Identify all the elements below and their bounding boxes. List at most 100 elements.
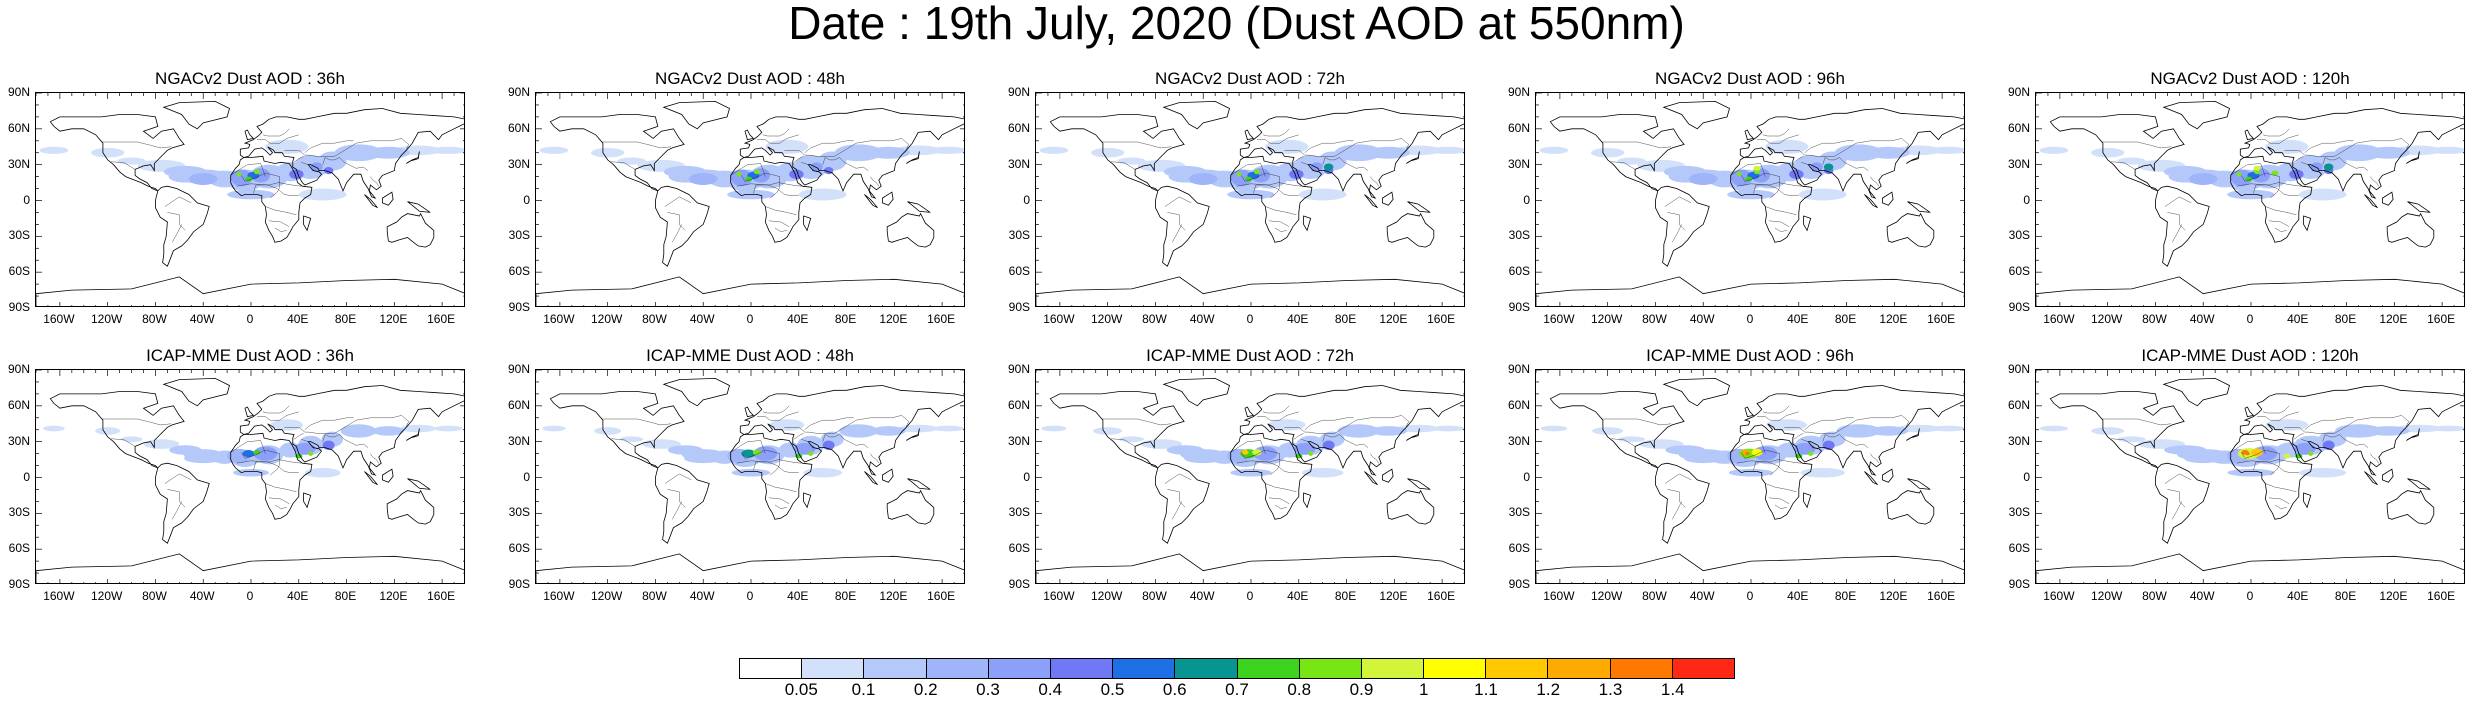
coastline bbox=[549, 391, 685, 469]
coastline bbox=[1886, 489, 1935, 525]
country-border bbox=[111, 161, 136, 170]
panel-title: NGACv2 Dust AOD : 72h bbox=[1155, 69, 1345, 88]
country-border bbox=[1667, 212, 1686, 231]
dust-aod-region bbox=[1252, 449, 1262, 456]
map-frame bbox=[35, 92, 465, 307]
country-border bbox=[2253, 461, 2299, 473]
dust-aod-region bbox=[253, 169, 260, 175]
country-border bbox=[601, 418, 672, 426]
country-border bbox=[284, 415, 409, 434]
country-border bbox=[1762, 405, 1790, 414]
country-border bbox=[1111, 161, 1136, 170]
panel-title: NGACv2 Dust AOD : 48h bbox=[655, 69, 845, 88]
country-border bbox=[167, 212, 186, 231]
coastline bbox=[2364, 471, 2378, 486]
colorbar-box bbox=[1299, 659, 1362, 678]
lon-label: 160E bbox=[927, 589, 956, 603]
coastline bbox=[230, 155, 313, 243]
country-border bbox=[741, 172, 780, 199]
country-border bbox=[1822, 157, 1869, 171]
country-border bbox=[322, 434, 369, 448]
coastline bbox=[162, 377, 230, 407]
coastline bbox=[2036, 553, 2464, 583]
map-svg bbox=[1036, 93, 1464, 306]
lon-label: 160W bbox=[1543, 312, 1575, 326]
lat-label: 30S bbox=[2008, 505, 2030, 520]
coastline bbox=[2239, 108, 2464, 199]
dust-aod-region bbox=[1808, 451, 1814, 456]
country-border bbox=[1611, 438, 1636, 447]
country-border bbox=[822, 157, 869, 171]
map-svg bbox=[2036, 93, 2464, 306]
colorbar-label: 0.3 bbox=[976, 680, 1000, 699]
dust-aod-region bbox=[1301, 467, 1344, 478]
dust-aod-region bbox=[2245, 451, 2250, 456]
coastline bbox=[1049, 391, 1185, 469]
dust-aod-region bbox=[1810, 162, 1823, 172]
lon-label: 80E bbox=[1334, 589, 1357, 603]
lon-label: 120W bbox=[2090, 312, 2123, 326]
country-border bbox=[1768, 497, 1790, 504]
dust-aod-region bbox=[2334, 424, 2383, 438]
country-border bbox=[2230, 163, 2266, 177]
coastline bbox=[1662, 377, 1730, 407]
country-border bbox=[304, 140, 354, 153]
lon-label: 80E bbox=[834, 589, 857, 603]
dust-aod-region bbox=[2253, 169, 2260, 175]
country-border bbox=[1241, 172, 1280, 199]
dust-aod-region bbox=[2039, 146, 2069, 154]
dust-aod-region bbox=[542, 425, 566, 432]
map-svg bbox=[536, 370, 964, 583]
country-border bbox=[801, 162, 817, 172]
country-border bbox=[1801, 162, 1817, 172]
lat-label: 90N bbox=[507, 85, 530, 99]
colorbar-box bbox=[1424, 659, 1487, 678]
country-border bbox=[1601, 141, 1672, 149]
country-border bbox=[667, 489, 686, 508]
coastline bbox=[1230, 432, 1313, 520]
dust-aod-region bbox=[2271, 170, 2279, 176]
panel-title: NGACv2 Dust AOD : 36h bbox=[155, 69, 345, 88]
country-border bbox=[274, 227, 287, 232]
colorbar-label: 0.1 bbox=[851, 680, 876, 699]
lon-label: 160E bbox=[1927, 312, 1956, 326]
coastline bbox=[36, 276, 464, 306]
lat-label: 30S bbox=[508, 505, 530, 520]
lat-label: 60S bbox=[8, 264, 30, 279]
country-border bbox=[2265, 206, 2297, 215]
coastline bbox=[1303, 492, 1312, 509]
lon-label: 120E bbox=[879, 589, 908, 603]
lat-label: 90S bbox=[2008, 300, 2030, 314]
country-border bbox=[1257, 411, 1299, 421]
dust-aod-region bbox=[242, 450, 255, 458]
colorbar-box bbox=[1672, 659, 1734, 678]
dust-aod-region bbox=[1041, 425, 1067, 432]
lon-label: 160W bbox=[2043, 312, 2075, 326]
country-border bbox=[1730, 440, 1766, 454]
lat-label: 60N bbox=[1007, 120, 1030, 135]
lon-label: 80W bbox=[142, 312, 167, 326]
lon-label: 160W bbox=[1543, 589, 1575, 603]
country-border bbox=[101, 418, 172, 426]
country-border bbox=[370, 176, 379, 187]
dust-aod-region bbox=[803, 467, 843, 478]
coastline bbox=[1303, 215, 1312, 232]
country-border bbox=[1870, 453, 1879, 464]
dust-aod-region bbox=[2227, 468, 2275, 477]
coastline bbox=[886, 212, 935, 248]
lon-label: 40E bbox=[787, 589, 809, 603]
lon-label: 40E bbox=[287, 312, 309, 326]
coastline bbox=[303, 215, 312, 232]
dust-aod-region bbox=[270, 419, 303, 431]
country-border bbox=[1301, 439, 1317, 449]
dust-aod-region bbox=[753, 169, 760, 175]
country-border bbox=[2268, 497, 2290, 504]
map-panel: NGACv2 Dust AOD : 96h 90N 60N 30N 0 30S 60S 90S… bbox=[1500, 69, 1995, 327]
coastline bbox=[1662, 100, 1730, 130]
lat-label: 30N bbox=[1507, 156, 1530, 171]
coastline bbox=[730, 432, 813, 520]
coastline bbox=[2155, 462, 2210, 544]
lon-label: 120E bbox=[1879, 589, 1908, 603]
lon-label: 40W bbox=[1189, 589, 1215, 603]
country-border bbox=[793, 433, 804, 440]
